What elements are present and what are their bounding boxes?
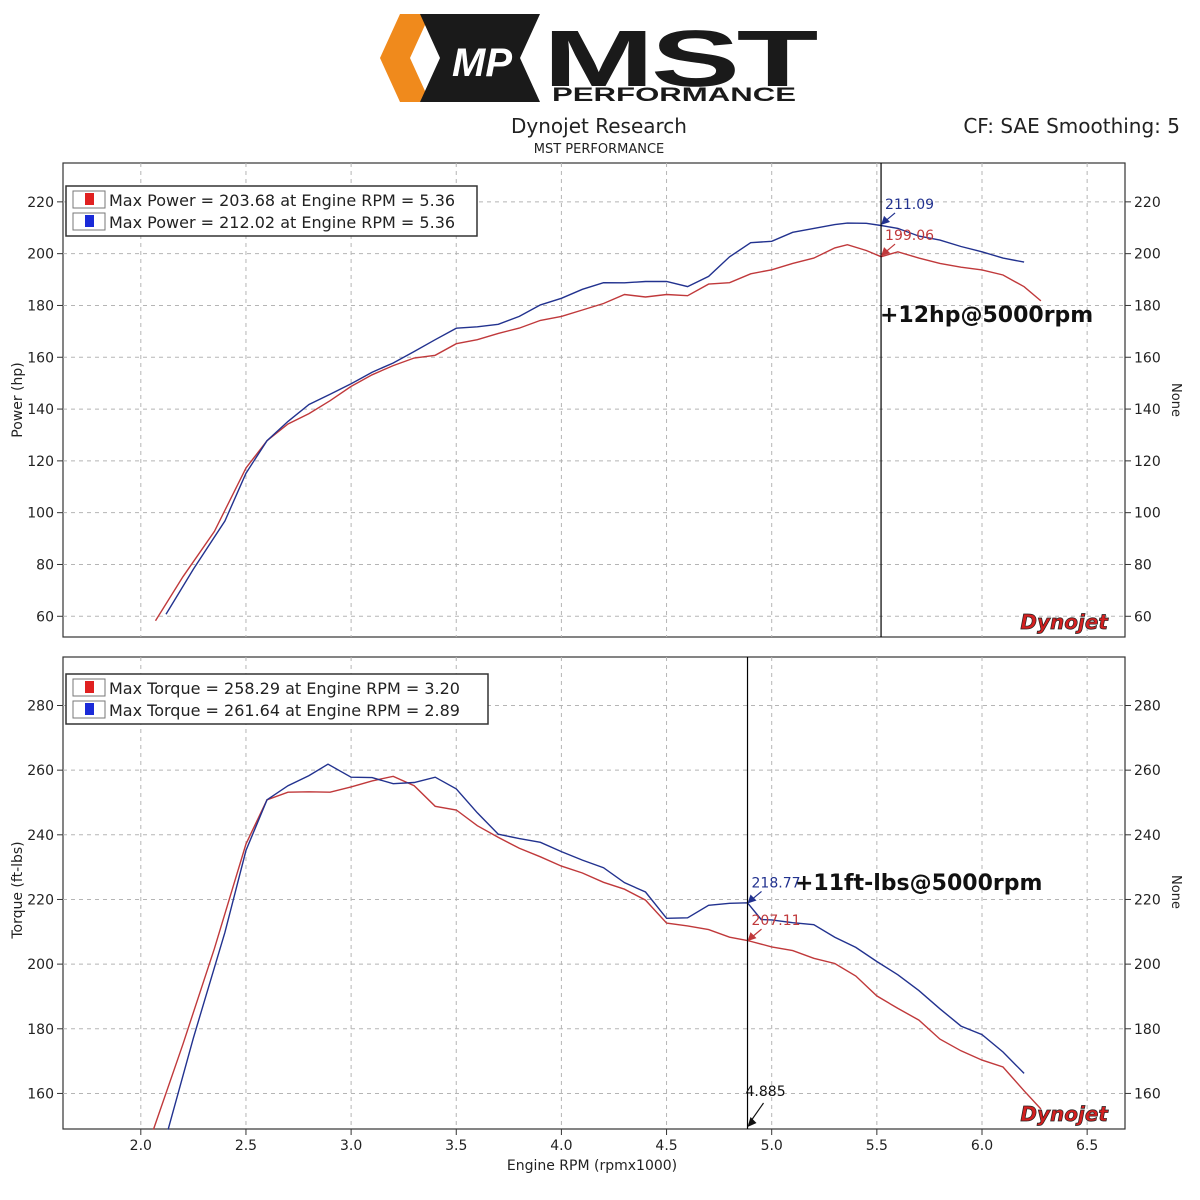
logo-chevron-shape <box>380 14 430 102</box>
torque-legend: Max Torque = 258.29 at Engine RPM = 3.20… <box>65 673 489 725</box>
power-grid <box>63 163 1125 637</box>
logo-mst-text: MST <box>543 14 819 103</box>
torque-ytick-label-left-3: 220 <box>27 892 54 908</box>
power-ytick-label-left-1: 80 <box>36 557 54 573</box>
torque-legend-swatch-red-fill <box>85 681 94 693</box>
torque-ytick-label-left-4: 240 <box>27 828 54 844</box>
power-ytick-label-right-2: 100 <box>1134 506 1161 522</box>
logo-chevron-dark <box>420 14 540 102</box>
power-y2-axis-label: None <box>1168 383 1183 417</box>
torque-cursor-arrow-head-blue <box>747 894 757 904</box>
power-y-axis-label: Power (hp) <box>10 362 26 437</box>
torque-y2-axis-label: None <box>1168 875 1183 909</box>
power-ytick-label-left-6: 180 <box>27 298 54 314</box>
torque-xtick-label-0: 2.0 <box>130 1138 152 1154</box>
torque-legend-entry-red: Max Torque = 258.29 at Engine RPM = 3.20 <box>109 679 460 698</box>
torque-lines <box>152 763 1042 1130</box>
torque-xtick-label-7: 5.5 <box>866 1138 888 1154</box>
power-cursor-labels: 211.09 199.06 <box>881 197 934 257</box>
power-ytick-label-right-1: 80 <box>1134 557 1152 573</box>
torque-cursor-value-blue: 218.77 <box>752 875 801 891</box>
power-ytick-label-right-8: 220 <box>1134 195 1161 211</box>
torque-legend-entry-blue: Max Torque = 261.64 at Engine RPM = 2.89 <box>109 701 460 720</box>
torque-ytick-label-right-3: 220 <box>1134 892 1161 908</box>
power-cursor-arrow-head-red <box>881 247 891 257</box>
power-y-ticks: 60 60 80 80 100 100 120 120 140 140 160 160 180 180 20… <box>27 195 1160 625</box>
torque-xtick-label-6: 5.0 <box>761 1138 783 1154</box>
correction-factor-label: CF: SAE Smoothing: 5 <box>963 114 1180 138</box>
power-legend-swatch-blue-fill <box>85 215 94 227</box>
power-ytick-label-right-5: 160 <box>1134 350 1161 366</box>
power-ytick-label-right-4: 140 <box>1134 402 1161 418</box>
torque-cursor-arrow-head-red <box>747 932 757 942</box>
torque-gain-annotation: +11ft-lbs@5000rpm <box>795 871 1042 896</box>
torque-cursor-x-value: 4.885 <box>746 1084 786 1100</box>
power-ytick-label-left-4: 140 <box>27 402 54 418</box>
power-gain-annotation: +12hp@5000rpm <box>880 303 1093 328</box>
power-legend: Max Power = 203.68 at Engine RPM = 5.36 … <box>65 185 478 237</box>
power-lines <box>154 222 1042 622</box>
torque-xtick-label-5: 4.5 <box>655 1138 677 1154</box>
torque-ytick-label-left-6: 280 <box>27 698 54 714</box>
chart-title: Dynojet Research <box>511 114 687 138</box>
logo-performance-text: PERFORMANCE <box>552 85 796 106</box>
power-ytick-label-right-6: 180 <box>1134 298 1161 314</box>
torque-ytick-label-right-6: 280 <box>1134 698 1161 714</box>
power-ytick-label-left-7: 200 <box>27 247 54 263</box>
torque-ytick-label-right-0: 160 <box>1134 1086 1161 1102</box>
power-legend-entry-red: Max Power = 203.68 at Engine RPM = 5.36 <box>109 191 455 210</box>
torque-plot-frame <box>62 656 1126 1130</box>
torque-legend-box <box>65 673 489 725</box>
torque-xtick-label-4: 4.0 <box>550 1138 572 1154</box>
torque-ytick-label-right-5: 260 <box>1134 763 1161 779</box>
power-ytick-label-left-5: 160 <box>27 350 54 366</box>
power-series-red-line <box>154 243 1042 622</box>
torque-ytick-label-right-2: 200 <box>1134 957 1161 973</box>
torque-xtick-label-9: 6.5 <box>1076 1138 1098 1154</box>
torque-dynojet-watermark: Dynojet <box>1020 1102 1109 1126</box>
torque-ytick-label-right-4: 240 <box>1134 828 1161 844</box>
power-cursor-value-red: 199.06 <box>885 228 934 244</box>
torque-ytick-label-left-2: 200 <box>27 957 54 973</box>
torque-xtick-label-1: 2.5 <box>235 1138 257 1154</box>
power-ytick-label-left-8: 220 <box>27 195 54 211</box>
torque-cursor-x-readout: 4.885 <box>746 1084 786 1127</box>
torque-x-ticks: 2.0 2.5 3.0 3.5 4.0 4.5 5.0 5.5 6.0 6.5 <box>130 1129 1098 1154</box>
torque-ytick-label-left-5: 260 <box>27 763 54 779</box>
power-legend-box <box>65 185 478 237</box>
power-ytick-label-right-0: 60 <box>1134 609 1152 625</box>
power-legend-entry-blue: Max Power = 212.02 at Engine RPM = 5.36 <box>109 213 455 232</box>
power-ytick-label-left-3: 120 <box>27 454 54 470</box>
torque-xtick-label-8: 6.0 <box>971 1138 993 1154</box>
torque-xtick-label-2: 3.0 <box>340 1138 362 1154</box>
torque-legend-swatch-blue-fill <box>85 703 94 715</box>
torque-xtick-label-3: 3.5 <box>445 1138 467 1154</box>
power-ytick-label-left-0: 60 <box>36 609 54 625</box>
torque-x-axis-label: Engine RPM (rpmx1000) <box>507 1158 677 1174</box>
torque-y-axis-label: Torque (ft-lbs) <box>10 841 26 939</box>
torque-y-ticks: 160 160 180 180 200 200 220 220 240 240 260 260 280 2… <box>27 698 1160 1102</box>
torque-ytick-label-left-1: 180 <box>27 1022 54 1038</box>
power-legend-swatch-red-fill <box>85 193 94 205</box>
logo-mp-text: MP <box>452 41 512 85</box>
torque-cursor-x-arrow-head <box>747 1117 757 1127</box>
torque-cursor-labels: 218.77 207.11 <box>747 875 801 942</box>
power-ytick-label-right-7: 200 <box>1134 247 1161 263</box>
torque-ytick-label-right-1: 180 <box>1134 1022 1161 1038</box>
power-cursor-value-blue: 211.09 <box>885 197 934 213</box>
chart-subtitle: MST PERFORMANCE <box>534 142 665 157</box>
power-ytick-label-left-2: 100 <box>27 506 54 522</box>
torque-cursor-value-red: 207.11 <box>752 913 801 929</box>
power-series-blue-line <box>165 222 1025 615</box>
mst-logo: MP MST PERFORMANCE <box>380 14 821 106</box>
power-cursor-arrow-head-blue <box>881 215 891 225</box>
torque-series-red-line <box>152 775 1042 1130</box>
power-ytick-label-right-3: 120 <box>1134 454 1161 470</box>
torque-ytick-label-left-0: 160 <box>27 1086 54 1102</box>
power-panel: 60 60 80 80 100 100 120 120 140 140 160 160 180 180 20… <box>10 162 1183 638</box>
torque-panel: 160 160 180 180 200 200 220 220 240 240 260 260 280 2… <box>10 656 1183 1174</box>
torque-series-blue-line <box>167 763 1025 1130</box>
power-dynojet-watermark: Dynojet <box>1020 610 1109 634</box>
